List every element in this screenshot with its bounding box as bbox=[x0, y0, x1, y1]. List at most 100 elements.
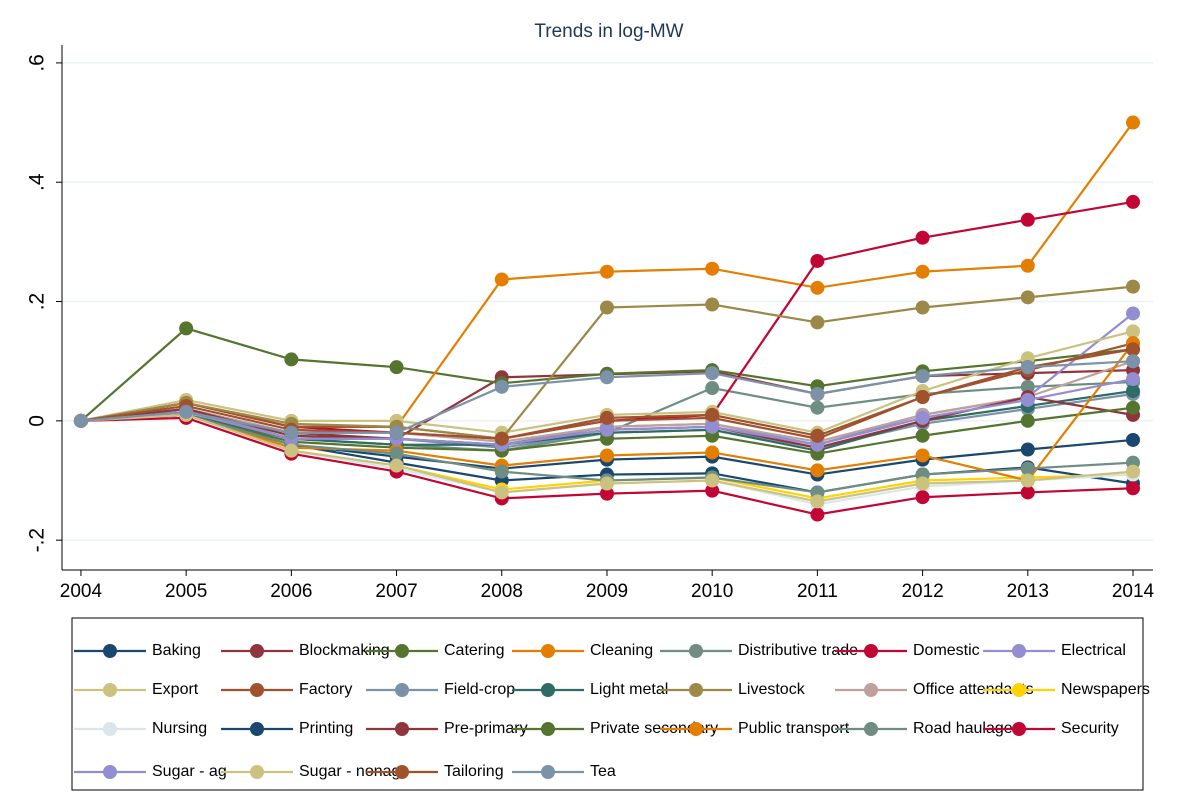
legend-label: Printing bbox=[299, 720, 353, 737]
x-tick-label: 2011 bbox=[797, 581, 838, 602]
point bbox=[1020, 360, 1035, 375]
legend-swatch-marker bbox=[250, 644, 264, 658]
legend-swatch-marker bbox=[395, 765, 409, 779]
point bbox=[915, 230, 930, 245]
point bbox=[705, 297, 720, 312]
point bbox=[599, 300, 614, 315]
legend-swatch-marker bbox=[541, 722, 555, 736]
point bbox=[705, 419, 720, 434]
point bbox=[1126, 306, 1141, 321]
point bbox=[1126, 324, 1141, 339]
legend-label: Distributive trade bbox=[738, 642, 858, 659]
legend-swatch-marker bbox=[395, 683, 409, 697]
y-tick-label: -.2 bbox=[26, 528, 49, 553]
point bbox=[705, 445, 720, 460]
legend-label: Baking bbox=[152, 642, 201, 659]
legend-swatch-marker bbox=[1012, 722, 1026, 736]
point bbox=[1020, 442, 1035, 457]
point bbox=[810, 253, 825, 268]
point bbox=[599, 264, 614, 279]
legend-label: Tea bbox=[590, 763, 616, 780]
point bbox=[284, 352, 299, 367]
point bbox=[179, 404, 194, 419]
legend-swatch-marker bbox=[689, 722, 703, 736]
x-tick-label: 2005 bbox=[165, 581, 207, 602]
point bbox=[705, 381, 720, 396]
legend-swatch-marker bbox=[541, 683, 555, 697]
legend-label: Sugar - nonag bbox=[299, 763, 400, 780]
point bbox=[1020, 473, 1035, 488]
point bbox=[284, 425, 299, 440]
legend-label: Tailoring bbox=[444, 763, 504, 780]
x-tick-label: 2014 bbox=[1112, 581, 1155, 602]
point bbox=[389, 446, 404, 461]
point bbox=[1020, 485, 1035, 500]
legend-swatch-marker bbox=[864, 644, 878, 658]
x-tick-label: 2007 bbox=[375, 581, 417, 602]
legend-swatch-marker bbox=[103, 644, 117, 658]
y-tick-label: .4 bbox=[26, 173, 49, 191]
legend-label: Catering bbox=[444, 642, 504, 659]
legend-swatch-marker bbox=[864, 683, 878, 697]
point bbox=[599, 476, 614, 491]
point bbox=[915, 476, 930, 491]
legend-label: Domestic bbox=[913, 642, 980, 659]
point bbox=[1126, 481, 1141, 496]
legend-label: Private secondary bbox=[590, 720, 718, 737]
legend-swatch-marker bbox=[541, 644, 555, 658]
legend-swatch-marker bbox=[1012, 644, 1026, 658]
point bbox=[1126, 354, 1141, 369]
point bbox=[599, 422, 614, 437]
point bbox=[810, 315, 825, 330]
x-tick-label: 2006 bbox=[270, 581, 312, 602]
point bbox=[1126, 372, 1141, 387]
x-tick-label: 2009 bbox=[586, 581, 628, 602]
point bbox=[1020, 392, 1035, 407]
legend-swatch-marker bbox=[689, 644, 703, 658]
legend-swatch-marker bbox=[689, 683, 703, 697]
legend-label: Security bbox=[1061, 720, 1119, 737]
point bbox=[599, 370, 614, 385]
point bbox=[810, 428, 825, 443]
legend-label: Public transport bbox=[738, 720, 850, 737]
point bbox=[705, 483, 720, 498]
legend-swatch-marker bbox=[103, 683, 117, 697]
legend-label: Electrical bbox=[1061, 642, 1126, 659]
point bbox=[494, 379, 509, 394]
legend-swatch-marker bbox=[103, 722, 117, 736]
point bbox=[599, 410, 614, 425]
legend-swatch-marker bbox=[395, 644, 409, 658]
x-tick-label: 2013 bbox=[1007, 581, 1049, 602]
point bbox=[494, 464, 509, 479]
point bbox=[1126, 115, 1141, 130]
point bbox=[915, 369, 930, 384]
point bbox=[1126, 194, 1141, 209]
point bbox=[915, 389, 930, 404]
point bbox=[1020, 379, 1035, 394]
point bbox=[1126, 400, 1141, 415]
point bbox=[599, 448, 614, 463]
x-tick-label: 2008 bbox=[481, 581, 523, 602]
point bbox=[389, 360, 404, 375]
point bbox=[915, 448, 930, 463]
x-tick-label: 2012 bbox=[901, 581, 943, 602]
point bbox=[1020, 461, 1035, 476]
legend-label: Cleaning bbox=[590, 642, 653, 659]
point bbox=[1020, 413, 1035, 428]
legend-label: Light metal bbox=[590, 681, 668, 698]
legend-label: Nursing bbox=[152, 720, 207, 737]
legend-box bbox=[71, 617, 1144, 791]
point bbox=[494, 485, 509, 500]
chart-title: Trends in log-MW bbox=[534, 21, 683, 42]
point bbox=[179, 321, 194, 336]
point bbox=[810, 280, 825, 295]
point bbox=[389, 458, 404, 473]
point bbox=[494, 431, 509, 446]
point bbox=[1126, 279, 1141, 294]
legend-label: Pre-primary bbox=[444, 720, 528, 737]
point bbox=[1020, 290, 1035, 305]
legend-label: Newspapers bbox=[1061, 681, 1150, 698]
point bbox=[1126, 432, 1141, 447]
legend-swatch-marker bbox=[864, 722, 878, 736]
